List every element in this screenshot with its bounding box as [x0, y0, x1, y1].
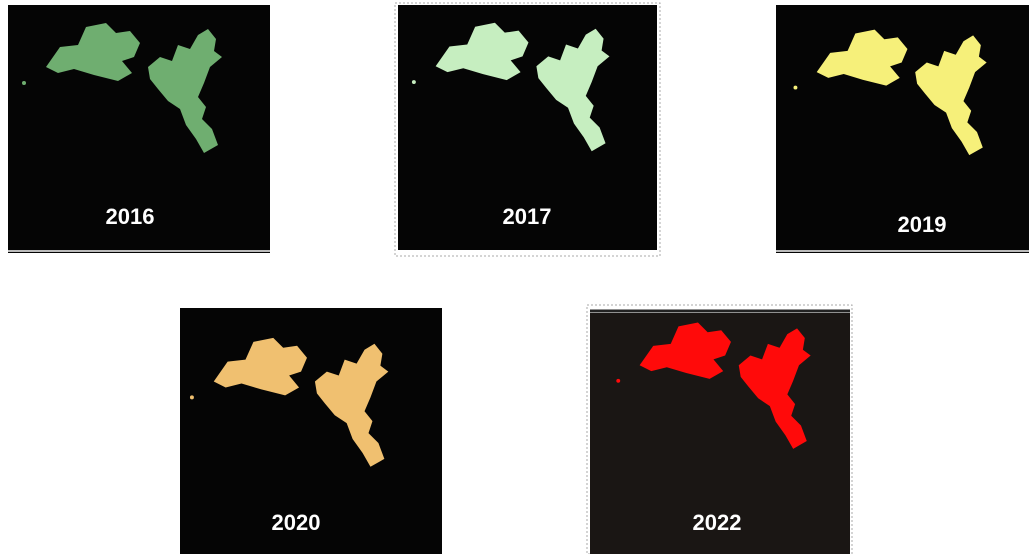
- panel: 2016: [8, 5, 270, 253]
- year-label: 2017: [503, 204, 552, 229]
- map: [398, 5, 657, 250]
- year-label: 2022: [693, 510, 742, 535]
- panel: 2020: [180, 308, 442, 554]
- year-label: 2020: [272, 510, 321, 535]
- border: [586, 304, 853, 554]
- panel: 2022: [586, 304, 853, 554]
- panel: 2019: [776, 5, 1029, 253]
- year-label: 2016: [106, 204, 155, 229]
- year-label: 2019: [898, 212, 947, 237]
- map: [180, 308, 442, 554]
- map: [8, 5, 270, 253]
- border: [394, 2, 661, 257]
- panel: 2017: [394, 2, 661, 257]
